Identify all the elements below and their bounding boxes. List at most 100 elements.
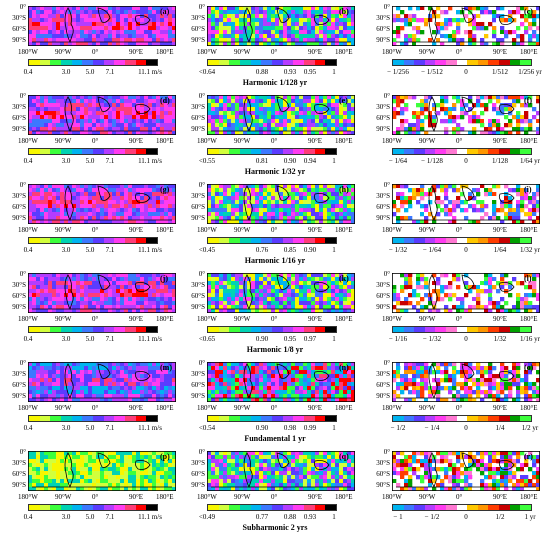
colorbar-swatch bbox=[50, 238, 62, 243]
colorbar-swatch bbox=[29, 416, 40, 421]
colorbar-swatch bbox=[314, 505, 326, 510]
colorbar-swatch bbox=[125, 416, 136, 421]
colorbar-swatch bbox=[93, 327, 104, 332]
colorbar-swatch bbox=[82, 149, 94, 154]
colorbar-swatch bbox=[71, 60, 83, 65]
panel-label: (g) bbox=[160, 185, 170, 194]
map-panel-speed bbox=[28, 273, 176, 313]
colorbar-tick-label: − 1/64 bbox=[388, 157, 408, 165]
colorbar-swatch bbox=[240, 60, 251, 65]
colorbar-swatch bbox=[293, 416, 305, 421]
colorbar-swatch bbox=[456, 416, 468, 421]
colorbar-corr bbox=[207, 59, 337, 66]
colorbar-tick-label: 1 bbox=[332, 246, 336, 254]
row-title: Subharmonic 2 yrs bbox=[242, 523, 308, 532]
colorbar-tick-label: <0.64 bbox=[198, 68, 216, 76]
longitude-label: 180°W bbox=[382, 137, 402, 145]
latitude-label: 0° bbox=[19, 92, 26, 100]
longitude-label: 0° bbox=[456, 315, 463, 323]
colorbar-tick-label: 0.4 bbox=[23, 68, 33, 76]
colorbar-swatch bbox=[435, 238, 447, 243]
panel-label: (n) bbox=[339, 363, 349, 372]
colorbar-swatch bbox=[414, 60, 425, 65]
colorbar-speed bbox=[28, 237, 158, 244]
colorbar-swatch bbox=[61, 149, 72, 154]
longitude-label: 90°E bbox=[129, 404, 144, 412]
longitude-label: 180°W bbox=[382, 493, 402, 501]
colorbar-swatch bbox=[208, 60, 219, 65]
colorbar-swatch bbox=[93, 149, 104, 154]
colorbar-trend bbox=[392, 148, 532, 155]
longitude-label: 0° bbox=[271, 315, 278, 323]
colorbar-swatch bbox=[61, 327, 72, 332]
colorbar-swatch bbox=[467, 505, 478, 510]
colorbar-swatch bbox=[446, 505, 457, 510]
colorbar-swatch bbox=[509, 327, 521, 332]
colorbar-swatch bbox=[125, 60, 136, 65]
latitude-label: 60°S bbox=[12, 114, 26, 122]
colorbar-corr bbox=[207, 148, 337, 155]
colorbar-swatch bbox=[477, 505, 489, 510]
longitude-label: 0° bbox=[271, 404, 278, 412]
colorbar-swatch bbox=[403, 505, 415, 510]
latitude-label: 90°S bbox=[376, 303, 390, 311]
longitude-label: 180°W bbox=[382, 315, 402, 323]
latitude-label: 90°S bbox=[12, 303, 26, 311]
colorbar-swatch bbox=[71, 149, 83, 154]
colorbar-corr bbox=[207, 326, 337, 333]
colorbar-tick-label: 3.0 bbox=[61, 68, 71, 76]
colorbar-swatch bbox=[71, 505, 83, 510]
map-panel-speed bbox=[28, 451, 176, 491]
panel-label: (d) bbox=[160, 96, 170, 105]
colorbar-tick-label: 0 bbox=[464, 157, 468, 165]
longitude-label: 180°E bbox=[156, 226, 174, 234]
colorbar-swatch bbox=[293, 60, 305, 65]
longitude-label: 0° bbox=[271, 48, 278, 56]
colorbar-swatch bbox=[135, 149, 147, 154]
latitude-label: 0° bbox=[198, 359, 205, 367]
colorbar-swatch bbox=[293, 327, 305, 332]
latitude-label: 60°S bbox=[376, 114, 390, 122]
colorbar-swatch bbox=[446, 149, 457, 154]
longitude-label: 180°E bbox=[335, 493, 353, 501]
colorbar-swatch bbox=[103, 149, 115, 154]
colorbar-swatch bbox=[509, 238, 521, 243]
colorbar-swatch bbox=[424, 60, 436, 65]
colorbar-swatch bbox=[293, 505, 305, 510]
colorbar-tick-label: − 1/128 bbox=[421, 157, 443, 165]
colorbar-swatch bbox=[125, 327, 136, 332]
longitude-label: 90°E bbox=[129, 493, 144, 501]
longitude-label: 90°E bbox=[129, 137, 144, 145]
colorbar-tick-label: <0.55 bbox=[198, 157, 216, 165]
colorbar-swatch bbox=[71, 416, 83, 421]
colorbar-swatch bbox=[293, 149, 305, 154]
colorbar-tick-label: <0.54 bbox=[198, 424, 216, 432]
colorbar-trend bbox=[392, 415, 532, 422]
colorbar-tick-label: − 1/2 bbox=[424, 513, 440, 521]
panel-label: (k) bbox=[339, 274, 349, 283]
longitude-label: 180°E bbox=[156, 493, 174, 501]
colorbar-tick-label: − 1/256 bbox=[387, 68, 409, 76]
colorbar-swatch bbox=[477, 238, 489, 243]
colorbar-tick-label: 7.1 bbox=[105, 424, 115, 432]
colorbar-tick-label: 0.88 bbox=[255, 68, 269, 76]
latitude-label: 0° bbox=[383, 448, 390, 456]
colorbar-swatch bbox=[146, 238, 158, 243]
colorbar-swatch bbox=[467, 327, 478, 332]
colorbar-swatch bbox=[250, 416, 262, 421]
longitude-label: 180°W bbox=[382, 226, 402, 234]
longitude-label: 90°E bbox=[493, 48, 508, 56]
colorbar-tick-label: 1 bbox=[332, 335, 336, 343]
colorbar-swatch bbox=[435, 327, 447, 332]
map-panel-corr bbox=[207, 362, 355, 402]
colorbar-swatch bbox=[39, 60, 51, 65]
colorbar-swatch bbox=[446, 327, 457, 332]
latitude-label: 0° bbox=[383, 3, 390, 11]
colorbar-swatch bbox=[218, 60, 230, 65]
colorbar-swatch bbox=[218, 327, 230, 332]
colorbar-tick-label: 0.95 bbox=[303, 68, 317, 76]
colorbar-swatch bbox=[393, 60, 404, 65]
colorbar-swatch bbox=[272, 238, 283, 243]
colorbar-swatch bbox=[467, 149, 478, 154]
